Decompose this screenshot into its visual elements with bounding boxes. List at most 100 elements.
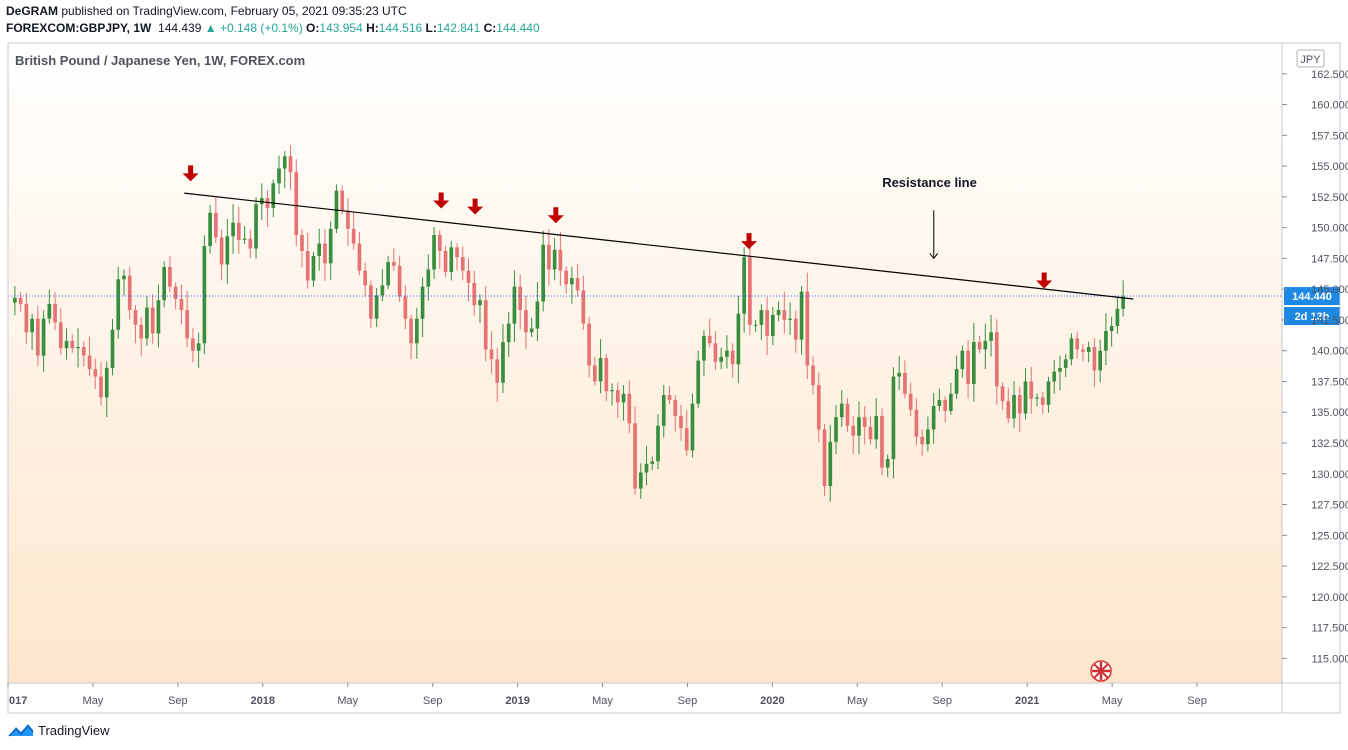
- candle-up: [506, 311, 511, 358]
- candle-body: [168, 267, 172, 287]
- resistance-line: [184, 192, 1134, 300]
- current-price-label: 144.440: [1292, 291, 1332, 303]
- candle-down: [615, 382, 620, 418]
- candle-body: [862, 417, 867, 427]
- price-tick-label: 160.000: [1311, 100, 1348, 112]
- candle-up: [828, 424, 833, 502]
- candle-down: [150, 294, 155, 344]
- annotations: 144.440 2d 13h Resistance line: [8, 165, 1340, 326]
- candle-up: [937, 388, 942, 412]
- candle-down: [323, 229, 327, 281]
- candle-up: [926, 416, 930, 452]
- candle-down: [214, 197, 218, 244]
- candle-body: [914, 409, 919, 437]
- candle-down: [397, 255, 402, 302]
- candle-up: [788, 302, 792, 335]
- candle-up: [598, 339, 603, 394]
- candle-body: [593, 365, 597, 382]
- candle-body: [713, 343, 718, 362]
- tradingview-footer[interactable]: TradingView: [8, 722, 110, 738]
- candle-up: [759, 304, 764, 341]
- candle-down: [994, 319, 999, 405]
- candle-body: [547, 244, 551, 270]
- candle-body: [328, 228, 333, 264]
- time-tick-label: Sep: [168, 695, 188, 707]
- candle-up: [420, 277, 425, 338]
- candle-body: [196, 343, 201, 351]
- candle-down: [346, 198, 350, 246]
- candle-up: [47, 289, 52, 324]
- candle-up: [1069, 333, 1074, 366]
- candle-body: [374, 295, 379, 319]
- resistance-pointer-head: [929, 253, 939, 260]
- currency-badge: JPY: [1296, 49, 1325, 68]
- candle-down: [288, 145, 293, 190]
- candle-body: [305, 251, 310, 281]
- candle-body: [765, 310, 769, 336]
- candle-body: [1075, 338, 1080, 350]
- time-tick-label: Sep: [1187, 695, 1207, 707]
- time-tick-label: Sep: [423, 695, 443, 707]
- candle-down: [1006, 387, 1011, 424]
- price-axis[interactable]: 115.000 117.500 120.000 122.500 125.000 127.5…: [1282, 69, 1348, 666]
- candle-up: [610, 383, 614, 406]
- candle-body: [202, 246, 207, 344]
- candle-up: [478, 294, 482, 324]
- candle-body: [460, 257, 465, 271]
- currency-label: JPY: [1300, 54, 1321, 66]
- flag-icon[interactable]: [1090, 660, 1112, 682]
- candle-up: [989, 314, 993, 357]
- candle-body: [880, 415, 884, 468]
- candle-up: [529, 317, 534, 338]
- candle-body: [564, 270, 568, 285]
- candle-body: [311, 255, 316, 281]
- candle-body: [707, 335, 712, 344]
- candle-up: [954, 355, 959, 400]
- author-name[interactable]: DeGRAM: [6, 4, 59, 18]
- candle-body: [18, 297, 23, 304]
- candle-down: [811, 356, 815, 395]
- candle-up: [145, 296, 149, 346]
- plot-background: [8, 43, 1282, 683]
- candle-up: [1058, 355, 1062, 391]
- last-price: 144.439: [158, 21, 202, 35]
- candle-body: [977, 342, 982, 350]
- candle-up: [719, 347, 724, 370]
- candle-body: [162, 267, 167, 301]
- time-tick-label: May: [83, 695, 104, 707]
- candle-body: [145, 307, 149, 339]
- candle-up: [931, 393, 936, 444]
- candle-body: [656, 425, 660, 462]
- chart-title: British Pound / Japanese Yen, 1W, FOREX.…: [15, 53, 305, 68]
- candle-body: [868, 427, 873, 440]
- candle-body: [897, 372, 902, 377]
- candle-body: [679, 415, 683, 429]
- candle-down: [466, 258, 471, 302]
- candle-body: [839, 403, 844, 418]
- candle-body: [650, 461, 655, 464]
- candle-down: [363, 262, 367, 297]
- candle-down: [805, 272, 810, 379]
- candle-up: [374, 287, 379, 328]
- candle-body: [776, 310, 781, 315]
- candle-body: [93, 369, 98, 377]
- candle-body: [214, 212, 218, 238]
- candle-body: [610, 390, 614, 392]
- candle-down: [524, 296, 528, 350]
- candle-up: [1104, 313, 1108, 366]
- candle-up: [541, 230, 545, 312]
- candle-body: [857, 417, 861, 436]
- candle-down: [851, 416, 856, 455]
- candle-body: [254, 204, 258, 249]
- candle-down: [81, 341, 86, 367]
- candle-down: [300, 229, 304, 268]
- time-tick-label: May: [847, 695, 868, 707]
- candle-up: [799, 285, 804, 355]
- price-tick-label: 157.500: [1311, 130, 1348, 142]
- candle-body: [771, 315, 775, 336]
- candle-body: [1081, 349, 1085, 352]
- time-axis[interactable]: 017 May Sep 2018 May Sep 2019 May Sep 2020 May Sep 2…: [7, 683, 1207, 707]
- candle-body: [908, 393, 913, 410]
- candle-up: [1023, 368, 1028, 420]
